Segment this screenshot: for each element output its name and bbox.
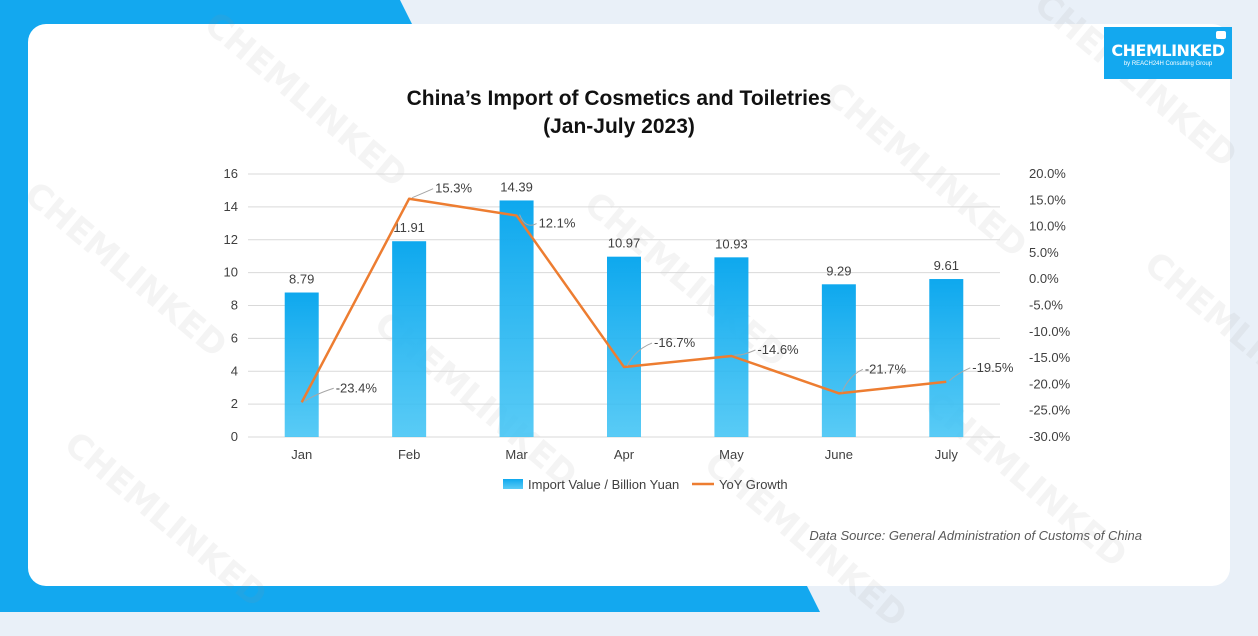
- y-axis-left-tick: 12: [224, 232, 238, 247]
- x-axis-tick: July: [935, 447, 959, 462]
- data-label-leader: [948, 367, 971, 382]
- x-axis-tick: Feb: [398, 447, 420, 462]
- x-axis-tick: Mar: [505, 447, 528, 462]
- data-label-leader: [734, 349, 756, 356]
- line-data-label: 15.3%: [435, 181, 472, 196]
- legend-bar-swatch: [503, 479, 523, 489]
- bar-import-value: [284, 292, 319, 437]
- legend-label-yoy-growth: YoY Growth: [719, 477, 788, 492]
- y-axis-left-tick: 2: [231, 396, 238, 411]
- background-stripe-left: [0, 0, 30, 612]
- y-axis-right-tick: -30.0%: [1029, 429, 1071, 444]
- data-source-note: Data Source: General Administration of C…: [809, 528, 1142, 543]
- line-data-label: 12.1%: [539, 216, 576, 231]
- combo-chart: 0 2 4 6 8 10 12 14 16 -30.0% -25.0% -20.0% -15.0% -10…: [224, 166, 1071, 492]
- brand-logo: CHEMLINKED by REACH24H Consulting Group: [1104, 27, 1232, 79]
- bar-import-value: [499, 200, 534, 437]
- bar-data-label: 9.29: [826, 263, 851, 278]
- bar-import-value: [607, 256, 641, 437]
- bar-import-value: [714, 257, 749, 437]
- data-label-leader: [841, 368, 864, 393]
- chart-subtitle: (Jan-July 2023): [543, 115, 695, 138]
- y-axis-right-tick: -5.0%: [1029, 298, 1063, 313]
- y-axis-left-tick: 14: [224, 199, 238, 214]
- y-axis-right-tick: 0.0%: [1029, 271, 1059, 286]
- y-axis-right-tick: 20.0%: [1029, 166, 1066, 181]
- data-label-leader: [626, 342, 653, 367]
- y-axis-right-tick: -20.0%: [1029, 376, 1071, 391]
- chat-bubble-icon: [1216, 31, 1226, 39]
- legend-label-import-value: Import Value / Billion Yuan: [528, 477, 679, 492]
- line-data-label: -14.6%: [757, 342, 799, 357]
- y-axis-left-tick: 4: [231, 363, 238, 378]
- brand-tagline: by REACH24H Consulting Group: [1123, 61, 1213, 67]
- y-axis-right-tick: 5.0%: [1029, 245, 1059, 260]
- bar-import-value: [392, 241, 427, 437]
- line-data-label: -23.4%: [336, 380, 378, 395]
- y-axis-right-tick: -25.0%: [1029, 403, 1071, 418]
- y-axis-left-tick: 6: [231, 330, 238, 345]
- data-label-leader: [411, 188, 434, 199]
- y-axis-right-tick: -10.0%: [1029, 324, 1071, 339]
- line-yoy-growth: [300, 197, 947, 403]
- bar-data-label: 14.39: [500, 179, 533, 194]
- y-axis-left-tick: 0: [231, 429, 238, 444]
- data-label-leader: [519, 214, 537, 226]
- line-data-label: -19.5%: [972, 360, 1014, 375]
- bar-data-label: 10.93: [715, 236, 748, 251]
- x-axis-tick: June: [825, 447, 853, 462]
- bar-data-label: 10.97: [608, 236, 641, 251]
- x-axis-tick: Apr: [614, 447, 635, 462]
- brand-name: CHEMLINKED: [1111, 41, 1225, 60]
- bar-data-label: 11.91: [393, 220, 425, 235]
- bar-data-label: 8.79: [289, 272, 314, 287]
- data-label-leader: [304, 387, 334, 402]
- x-axis-tick: Jan: [291, 447, 312, 462]
- bar-import-value: [929, 279, 964, 437]
- y-axis-right-tick: -15.0%: [1029, 350, 1071, 365]
- line-data-label: -16.7%: [654, 335, 696, 350]
- y-axis-right-tick: 10.0%: [1029, 219, 1066, 234]
- bar-data-label: 9.61: [934, 258, 959, 273]
- y-axis-right-tick: 15.0%: [1029, 192, 1066, 207]
- chart-title: China’s Import of Cosmetics and Toiletri…: [406, 87, 832, 110]
- line-data-label: -21.7%: [865, 361, 907, 376]
- y-axis-left-tick: 16: [224, 166, 238, 181]
- y-axis-left-tick: 10: [224, 265, 238, 280]
- bar-import-value: [821, 284, 856, 437]
- y-axis-left-tick: 8: [231, 298, 238, 313]
- x-axis-tick: May: [719, 447, 744, 462]
